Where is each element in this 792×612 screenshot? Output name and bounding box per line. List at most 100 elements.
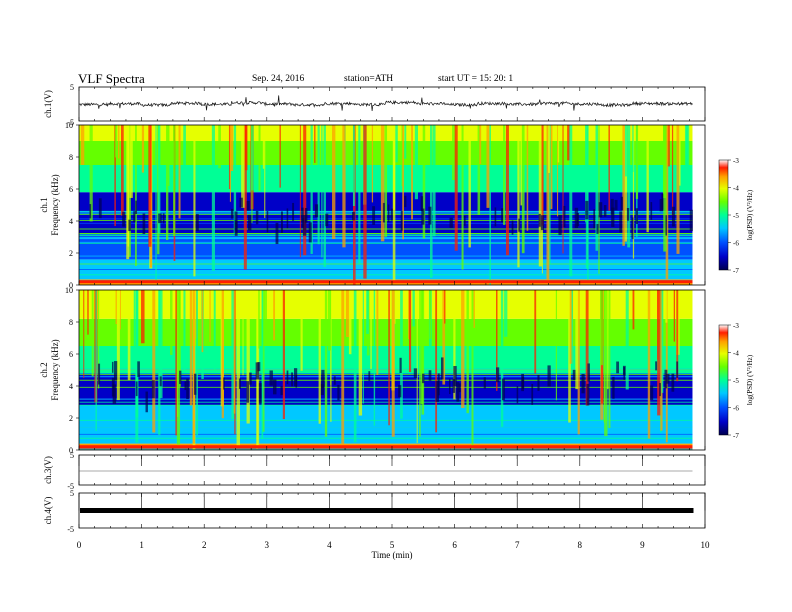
- ch1-spectrogram-dark-streak: [540, 215, 545, 231]
- ch1-spectrogram-sferic: [218, 125, 221, 169]
- ch1-spectrogram-dark-streak: [255, 210, 259, 225]
- ch2-spectrogram-sferic: [231, 290, 235, 420]
- ch2-spectrogram-band: [79, 290, 693, 319]
- ch1-spectrogram-sferic: [546, 125, 550, 285]
- ch2-spectrogram-sferic: [608, 290, 611, 428]
- ch2-spectrogram-sferic: [600, 290, 603, 366]
- ch1-spectrogram-colorbar-tick-label: -6: [733, 240, 739, 248]
- ch1-spectrogram-dark-streak: [128, 219, 131, 232]
- ch1-spectrogram-colorbar-label: log(PSD) (V²/Hz): [746, 189, 754, 240]
- ch2-spectrogram-dark-streak: [655, 361, 658, 371]
- ch1-spectrogram-sferic: [665, 125, 669, 280]
- ch2-spectrogram-sferic: [189, 290, 193, 406]
- x-tick-label: 7: [515, 540, 520, 550]
- ch1-spectrogram-dark-streak: [266, 211, 269, 233]
- ch2-spectrogram-sferic: [213, 290, 216, 370]
- ch1-spectrogram-dark-streak: [325, 213, 329, 227]
- ch2-spectrogram-ytick-label: 8: [69, 318, 73, 327]
- ch1-spectrogram-sferic: [264, 125, 266, 219]
- ch2-spectrogram-sferic: [201, 290, 204, 353]
- ch1-spectrogram-colorbar: [718, 159, 729, 271]
- ch1-spectrogram-dark-streak: [611, 207, 615, 227]
- ch1-spectrogram-sferic: [228, 125, 231, 190]
- ch1-spectrogram-sferic: [394, 125, 398, 163]
- ch2-spectrogram-dark-streak: [547, 365, 551, 387]
- ch1-spectrogram-sferic: [503, 125, 506, 225]
- ch2-spectrogram-sferic: [282, 290, 285, 420]
- ch1-spectrogram-ylabel-axis: Frequency (kHz): [50, 174, 60, 235]
- ch2-spectrogram-dark-streak: [496, 367, 500, 383]
- ch2-spectrogram-dark-streak: [258, 383, 262, 404]
- ch1-spectrogram-sferic: [595, 125, 599, 251]
- ch1-spectrogram-sferic: [167, 125, 170, 186]
- x-tick-label: 1: [139, 540, 144, 550]
- ch1-spectrogram-sferic: [414, 125, 419, 200]
- ch2-spectrogram-sferic: [466, 290, 469, 414]
- ch1-spectrogram-sferic: [632, 125, 635, 259]
- x-axis-label: Time (min): [372, 550, 413, 560]
- ch2-spectrogram-ylabel-channel: ch.2: [39, 362, 49, 377]
- ch1-spectrogram-dark-streak: [301, 207, 304, 222]
- x-tick-label: 2: [202, 540, 207, 550]
- ch2-spectrogram-sferic: [91, 290, 94, 377]
- ch1-spectrogram-sferic: [241, 125, 245, 208]
- ch1-spectrogram-sferic: [401, 125, 403, 187]
- ch2-spectrogram-ytick-label: 4: [69, 382, 73, 391]
- ch1-spectrogram-dark-streak: [650, 202, 653, 220]
- ch1-spectrogram-dark-streak: [239, 197, 243, 208]
- ch1-spectrogram-dark-streak: [292, 202, 295, 221]
- ch1-spectrogram-sferic: [624, 125, 628, 242]
- ch2-spectrogram-dark-streak: [581, 373, 585, 394]
- ch1-spectrogram-dark-streak: [501, 208, 504, 223]
- ch2-spectrogram-band: [79, 346, 693, 374]
- ch2-spectrogram-sferic: [261, 290, 264, 439]
- ch2-spectrogram-sferic: [408, 290, 412, 373]
- ch2-spectrogram-sferic: [345, 290, 350, 337]
- ch2-spectrogram-band: [79, 318, 693, 346]
- ch1-spectrogram-ytick-label: 2: [69, 249, 73, 258]
- x-tick-label: 10: [701, 540, 711, 550]
- ch1-spectrogram-sferic: [243, 125, 247, 270]
- ch2-spectrogram-sferic: [358, 290, 363, 416]
- ch1-spectrogram-sferic: [569, 125, 573, 277]
- ch1-spectrogram-sferic: [520, 125, 523, 206]
- ch1-spectrogram-sferic: [173, 125, 176, 237]
- ch1-spectrogram-dark-streak: [275, 222, 279, 245]
- ch2-spectrogram-dark-streak: [135, 381, 138, 397]
- ch2-spectrogram-dark-streak: [293, 368, 298, 387]
- ch2-spectrogram-sferic: [233, 290, 236, 414]
- ch2-spectrogram-sferic: [376, 290, 379, 375]
- ch2-spectrogram-sferic: [135, 290, 139, 443]
- ch1-spectrogram-dark-streak: [230, 208, 234, 219]
- ch1-spectrogram-sferic: [392, 125, 396, 283]
- ch3-waveform-ytick-top: 5: [70, 451, 74, 460]
- ch2-spectrogram-sferic: [569, 290, 574, 364]
- ch1-spectrogram-sferic: [598, 125, 600, 274]
- ch2-spectrogram-sferic: [353, 290, 357, 443]
- ch2-spectrogram-sferic: [97, 290, 100, 389]
- ch2-spectrogram-sferic: [665, 290, 668, 443]
- ch2-spectrogram-sferic: [242, 290, 244, 376]
- ch2-spectrogram-dark-streak: [249, 372, 252, 385]
- ch1-spectrogram-dark-streak: [659, 199, 664, 212]
- ch2-spectrogram-sferic: [348, 290, 352, 355]
- ch1-spectrogram-sferic: [193, 125, 196, 277]
- ch1-spectrogram-sferic: [557, 125, 560, 163]
- ch1-waveform-series-line: [79, 95, 693, 112]
- ch1-spectrogram-sferic: [505, 125, 509, 256]
- ch1-spectrogram-dark-streak: [308, 222, 312, 243]
- ch2-spectrogram-sferic: [221, 290, 224, 419]
- ch1-spectrogram-sferic: [165, 125, 169, 241]
- ch2-spectrogram-dark-streak: [612, 376, 615, 399]
- ch1-spectrogram-sferic: [371, 125, 374, 203]
- ch1-spectrogram-sferic: [461, 125, 464, 270]
- ch1-spectrogram-dark-streak: [511, 220, 514, 235]
- ch2-spectrogram-sferic: [192, 290, 195, 444]
- station-label: station=ATH: [344, 74, 394, 84]
- ch1-spectrogram-sferic: [585, 125, 589, 269]
- ch1-spectrogram-dark-streak: [449, 217, 453, 228]
- ch1-spectrogram-dark-streak: [133, 211, 136, 223]
- ch1-spectrogram-sferic: [80, 125, 85, 165]
- ch2-spectrogram-sferic: [577, 290, 580, 435]
- ch4-waveform-ylabel: ch.4(V): [43, 497, 53, 525]
